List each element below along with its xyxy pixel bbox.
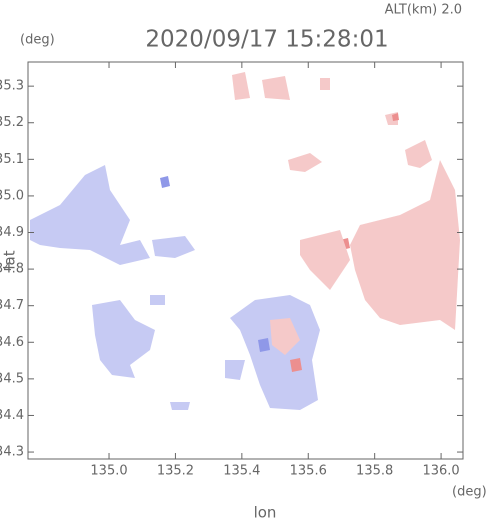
chart-title: 2020/09/17 15:28:01 [145, 27, 388, 53]
x-tick-label: 135.2 [157, 464, 194, 479]
x-tick-label: 135.8 [356, 464, 393, 479]
y-tick-label: 34.6 [0, 335, 24, 350]
subtitle: ALT(km) 2.0 [385, 3, 462, 18]
x-tick-label: 135.4 [223, 464, 260, 479]
plot-frame [27, 61, 464, 460]
x-tick-label: 136.0 [422, 464, 459, 479]
y-tick-label: 34.9 [0, 225, 24, 240]
radar-echoes [30, 72, 460, 410]
x-axis-label: lon [254, 504, 277, 521]
x-tick-label: 135.0 [90, 464, 127, 479]
y-tick-label: 34.5 [0, 371, 24, 386]
y-tick-label: 34.3 [0, 445, 24, 460]
y-tick-label: 35.0 [0, 188, 24, 203]
y-tick-label: 34.8 [0, 262, 24, 277]
x-tick-label: 135.6 [290, 464, 327, 479]
y-tick-label: 34.7 [0, 298, 24, 313]
y-tick-label: 35.1 [0, 152, 24, 167]
y-unit: (deg) [20, 33, 55, 48]
y-tick-label: 34.4 [0, 408, 24, 423]
y-axis-label: lat [1, 250, 19, 269]
y-tick-label: 35.2 [0, 115, 24, 130]
y-tick-label: 35.3 [0, 79, 24, 94]
x-unit: (deg) [452, 485, 487, 500]
